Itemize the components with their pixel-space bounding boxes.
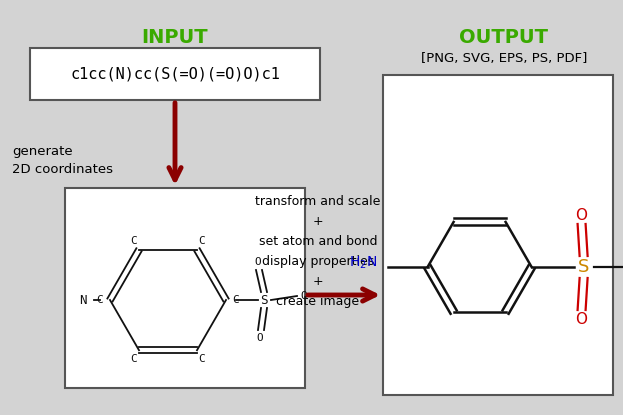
Text: INPUT: INPUT [141,28,208,47]
Text: S: S [260,293,268,307]
Text: O: O [301,291,307,301]
Text: S: S [578,258,589,276]
Text: c1cc(N)cc(S(=O)(=O)O)c1: c1cc(N)cc(S(=O)(=O)O)c1 [70,66,280,81]
Text: H$_2$N: H$_2$N [350,255,378,271]
Text: C: C [199,354,206,364]
Text: C: C [131,236,138,246]
Text: OUTPUT: OUTPUT [460,28,548,47]
Text: C: C [97,295,103,305]
Text: C: C [199,236,206,246]
Bar [65,188,305,388]
Text: N: N [80,293,87,307]
Text: O: O [257,333,264,343]
Text: generate
2D coordinates: generate 2D coordinates [12,144,113,176]
Text: [PNG, SVG, EPS, PS, PDF]: [PNG, SVG, EPS, PS, PDF] [421,52,587,65]
Text: transform and scale
+
set atom and bond
display properties
+
create image: transform and scale + set atom and bond … [255,195,381,308]
Bar [383,75,613,395]
Text: O: O [255,257,262,267]
Text: C: C [232,295,239,305]
Bar [30,48,320,100]
Text: C: C [131,354,138,364]
Text: O: O [576,312,587,327]
Text: O: O [576,208,587,222]
